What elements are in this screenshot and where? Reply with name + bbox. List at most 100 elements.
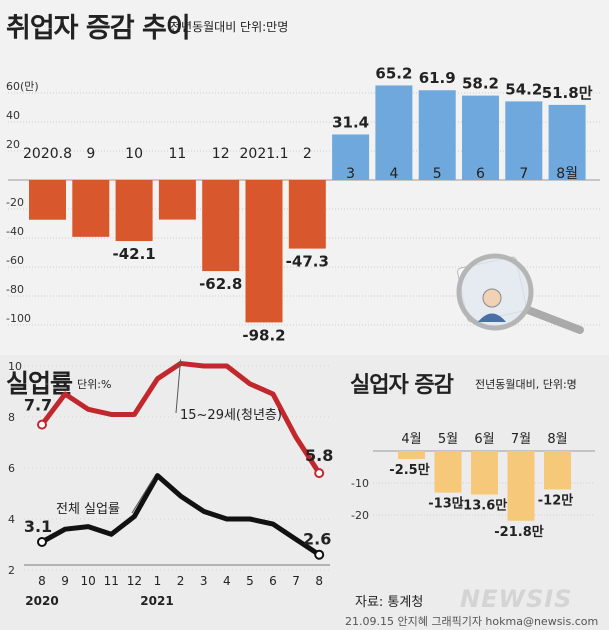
category-label: 9 (86, 146, 95, 162)
x-tick-label: 2 (177, 574, 185, 588)
y-tick-label: 60(만) (6, 80, 39, 93)
unemployed-change-chart: 4월 5월 6월 7월 8월 -2.5만 -13만-13.6만 -21.8만 -12만 -10… (351, 432, 595, 540)
value-label: 51.8만 (542, 84, 593, 102)
unemployment-rate-title: 실업률 (6, 369, 73, 398)
bar-2 (115, 180, 153, 242)
x-tick-label: 3 (200, 574, 208, 588)
y-tick-label: 40 (6, 109, 20, 122)
bar-3 (507, 451, 535, 521)
value-label: 31.4 (332, 113, 369, 131)
employment-chart: 2020.8 9 10 11 12 2021.1 2 3 4 5 6 7 8월 -42.1 -62.8 -9… (6, 64, 600, 344)
bar-5 (245, 180, 283, 323)
series-line-1 (40, 473, 321, 557)
category-label: 6 (476, 166, 485, 182)
category-label: 8월 (547, 432, 567, 447)
bar-7 (332, 134, 370, 180)
category-label: 8월 (556, 166, 578, 182)
y-tick-label: 2 (8, 564, 15, 577)
category-label: 10 (125, 146, 143, 162)
bar-1 (434, 451, 462, 493)
value-label: -47.3 (286, 253, 329, 271)
category-label: 12 (212, 146, 230, 162)
value-label: 58.2 (462, 75, 499, 93)
y-tick-label: 10 (8, 360, 22, 373)
y-tick-label: -20 (6, 196, 24, 209)
value-label: -21.8만 (494, 524, 543, 540)
x-tick-label: 11 (104, 574, 119, 588)
unemployment-rate-subtitle: 단위:% (77, 378, 112, 391)
series-name: 전체 실업률 (56, 502, 120, 517)
employment-chart-title: 취업자 증감 추이 (6, 13, 191, 44)
bar-2 (471, 451, 498, 495)
x-tick-label: 9 (61, 574, 69, 588)
bar-1 (72, 180, 110, 237)
category-label: 7 (519, 166, 528, 182)
series-endpoint (314, 549, 325, 560)
bar-11 (505, 101, 543, 180)
point-label: 3.1 (24, 517, 52, 536)
y-tick-label: -100 (6, 312, 31, 325)
x-tick-label: 8 (315, 574, 323, 588)
magnifier-illustration (456, 253, 584, 334)
value-label: -2.5만 (389, 462, 429, 478)
employment-chart-subtitle: 전년동월대비 단위:만명 (170, 20, 289, 34)
x-tick-label: 10 (81, 574, 96, 588)
watermark: NEWSIS (460, 585, 573, 613)
value-label: -98.2 (242, 326, 285, 344)
bar-0 (29, 180, 66, 220)
value-label: -13.6만 (458, 498, 507, 514)
year-label: 2020 (25, 594, 58, 608)
bar-12 (548, 104, 586, 180)
bar-10 (462, 95, 499, 180)
source-label: 자료: 통계청 (355, 595, 424, 610)
point-label: 5.8 (305, 446, 333, 465)
value-label: 65.2 (375, 64, 412, 82)
y-tick-label: -40 (6, 225, 24, 238)
category-label: 5 (433, 166, 442, 182)
series-endpoint (37, 536, 47, 547)
bar-4 (202, 180, 240, 272)
y-tick-label: 6 (8, 462, 15, 475)
unemployed-change-title: 실업자 증감 (350, 373, 454, 398)
year-label: 2021 (140, 594, 173, 608)
byline: 21.09.15 안지혜 그래픽기자 hokma@newsis.com (345, 615, 599, 628)
unemployed-change-subtitle: 전년동월대비, 단위:명 (475, 378, 577, 391)
value-label: -13만 (428, 496, 463, 512)
x-tick-label: 12 (127, 574, 142, 588)
category-label: 11 (168, 146, 186, 162)
bar-3 (158, 180, 196, 220)
series-name-leader (131, 477, 154, 514)
value-label: -12만 (538, 492, 573, 508)
value-label: -42.1 (112, 245, 155, 263)
x-tick-label: 4 (223, 574, 231, 588)
y-tick-label: 4 (8, 513, 15, 526)
value-label: -62.8 (199, 275, 242, 293)
category-label: 4월 (401, 432, 421, 447)
bar-4 (544, 451, 571, 490)
bar-9 (418, 90, 456, 180)
category-label: 2020.8 (23, 146, 72, 162)
bar-0 (398, 451, 425, 459)
x-tick-label: 5 (246, 574, 254, 588)
bar-6 (288, 180, 326, 249)
category-label: 6월 (474, 432, 494, 447)
x-tick-label: 1 (154, 574, 162, 588)
point-label: 7.7 (24, 396, 52, 415)
x-tick-label: 8 (38, 574, 46, 588)
category-label: 5월 (438, 432, 458, 447)
value-label: 61.9 (419, 69, 456, 87)
point-label: 2.6 (303, 530, 331, 549)
y-tick-label: 20 (6, 138, 20, 151)
series-name: 15~29세(청년층) (180, 408, 282, 423)
y-tick-label: 8 (8, 411, 15, 424)
x-tick-label: 7 (292, 574, 300, 588)
series-name-leader (175, 359, 182, 414)
value-label: 54.2 (505, 80, 542, 98)
category-label: 2021.1 (240, 146, 289, 162)
y-tick-label: -60 (6, 254, 24, 267)
category-label: 4 (389, 166, 398, 182)
category-label: 7월 (511, 432, 531, 447)
bar-8 (375, 85, 413, 180)
x-tick-label: 6 (269, 574, 277, 588)
